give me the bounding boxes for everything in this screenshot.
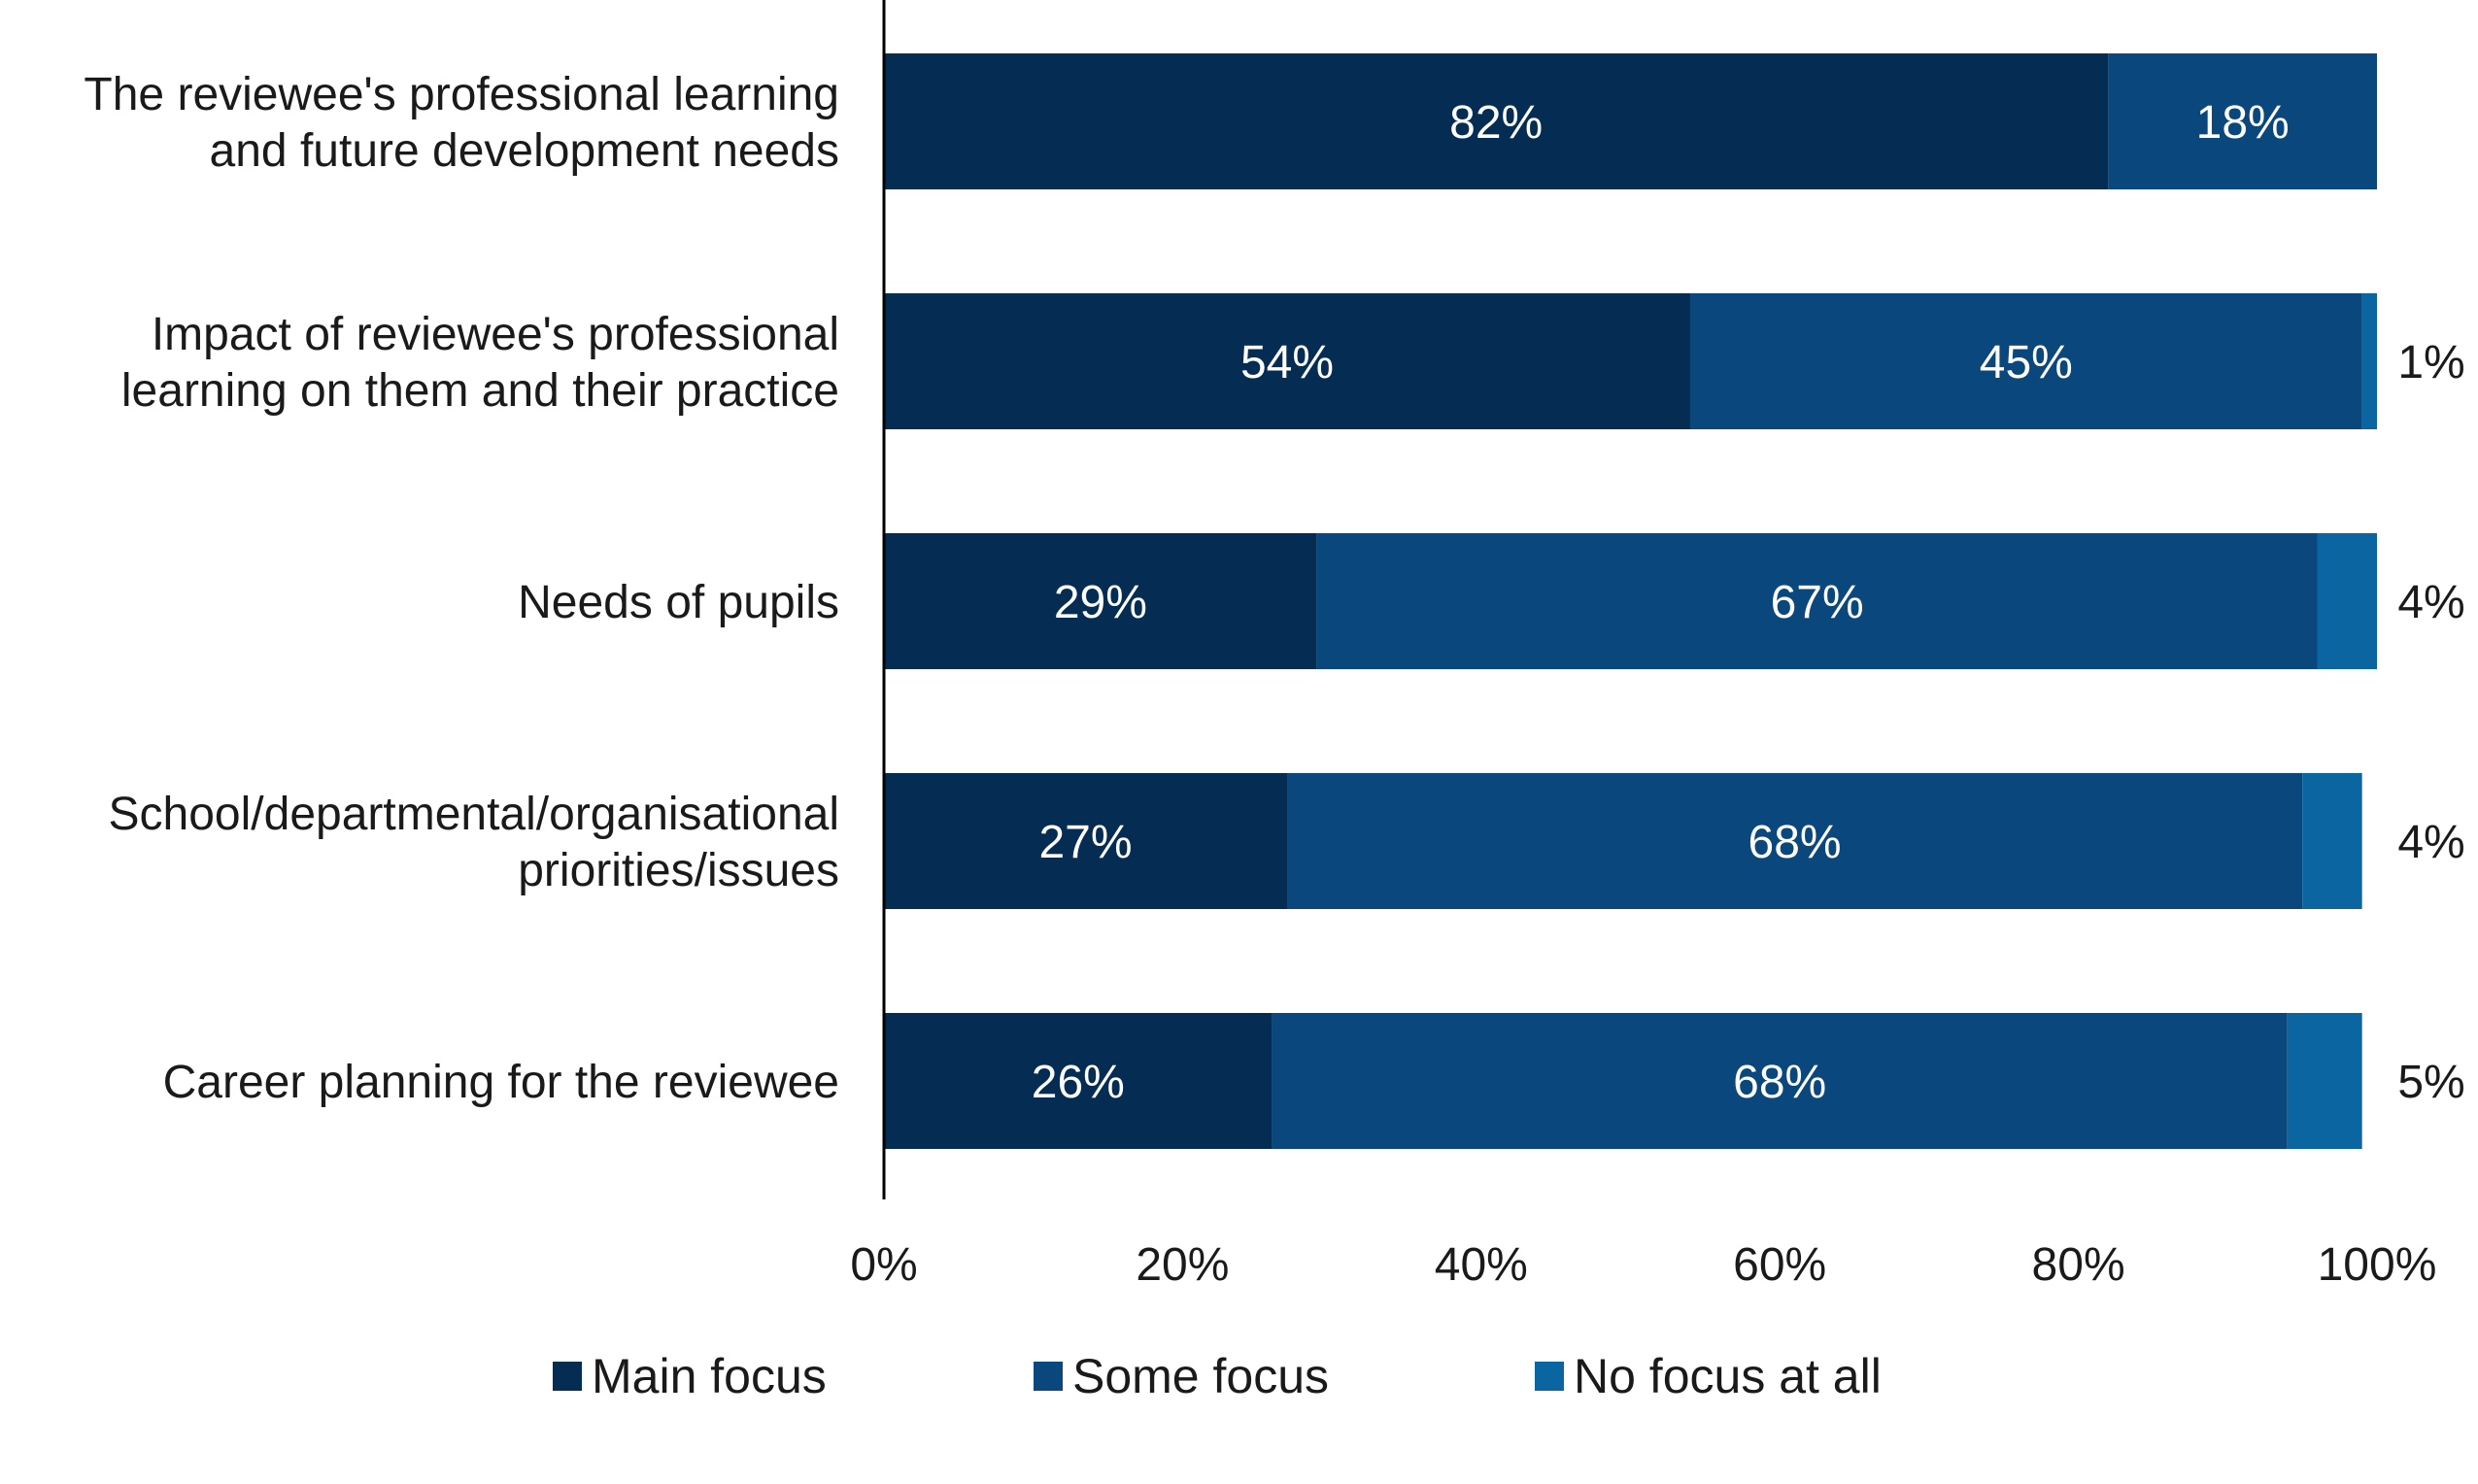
data-label: 68% — [1748, 817, 1842, 868]
legend: Main focus Some focus No focus at all — [553, 1349, 1882, 1403]
data-label: 4% — [2397, 577, 2464, 628]
x-axis-tick-labels: 0% 20% 40% 60% 80% 100% — [850, 1239, 2436, 1291]
x-tick-label: 60% — [1733, 1239, 1826, 1291]
category-label-line: learning on them and their practice — [121, 365, 839, 417]
bar-segment — [2361, 293, 2377, 429]
category-label: The reviewee's professional learning and … — [84, 69, 839, 177]
bar-segment — [2302, 773, 2362, 909]
bar-segment — [884, 293, 1690, 429]
data-label: 27% — [1038, 817, 1132, 868]
data-label: 1% — [2397, 337, 2464, 388]
bar-segment — [884, 533, 1317, 669]
bar-segment — [2287, 1013, 2362, 1149]
data-label: 54% — [1240, 337, 1334, 388]
category-label-line: Needs of pupils — [518, 577, 839, 628]
bar-segment — [2108, 53, 2377, 189]
data-label: 29% — [1054, 577, 1147, 628]
x-tick-label: 80% — [2032, 1239, 2125, 1291]
bar-segment — [884, 1013, 1273, 1149]
legend-label: No focus at all — [1574, 1349, 1882, 1403]
bar-value-labels: 82% 18% 54% 45% 1% 29% 67% 4% 27% 68% 4% 26% 68% 5% — [1032, 97, 2465, 1108]
data-label: 4% — [2397, 817, 2464, 868]
data-label: 45% — [1980, 337, 2073, 388]
category-label-line: The reviewee's professional learning — [84, 69, 839, 120]
legend-swatch — [1535, 1362, 1564, 1391]
category-label-line: and future development needs — [210, 125, 839, 177]
bar-segment — [884, 773, 1287, 909]
x-tick-label: 20% — [1136, 1239, 1229, 1291]
bar-segment — [1689, 293, 2362, 429]
bar-segment — [884, 53, 2109, 189]
category-label-line: Career planning for the reviewee — [163, 1057, 839, 1108]
bar-segment — [2317, 533, 2377, 669]
data-label: 67% — [1771, 577, 1864, 628]
legend-label: Main focus — [592, 1349, 827, 1403]
bars — [884, 53, 2377, 1149]
category-label: Needs of pupils — [518, 577, 839, 628]
legend-label: Some focus — [1072, 1349, 1329, 1403]
category-label: Career planning for the reviewee — [163, 1057, 839, 1108]
x-tick-label: 100% — [2318, 1239, 2437, 1291]
legend-swatch — [553, 1362, 582, 1391]
data-label: 82% — [1449, 97, 1543, 149]
legend-swatch — [1034, 1362, 1063, 1391]
data-label: 68% — [1733, 1057, 1826, 1108]
x-tick-label: 40% — [1435, 1239, 1528, 1291]
category-label-line: priorities/issues — [518, 845, 839, 896]
bar-segment — [1286, 773, 2303, 909]
category-label-line: School/departmental/organisational — [109, 789, 839, 840]
data-label: 18% — [2196, 97, 2290, 149]
bar-segment — [1272, 1013, 2288, 1149]
category-label: School/departmental/organisational priori… — [109, 789, 839, 896]
category-labels: The reviewee's professional learning and … — [84, 69, 839, 1108]
data-label: 26% — [1032, 1057, 1125, 1108]
category-label: Impact of reviewee's professional learnin… — [121, 309, 839, 417]
x-tick-label: 0% — [850, 1239, 917, 1291]
bar-segment — [1316, 533, 2318, 669]
data-label: 5% — [2397, 1057, 2464, 1108]
category-label-line: Impact of reviewee's professional — [152, 309, 839, 360]
